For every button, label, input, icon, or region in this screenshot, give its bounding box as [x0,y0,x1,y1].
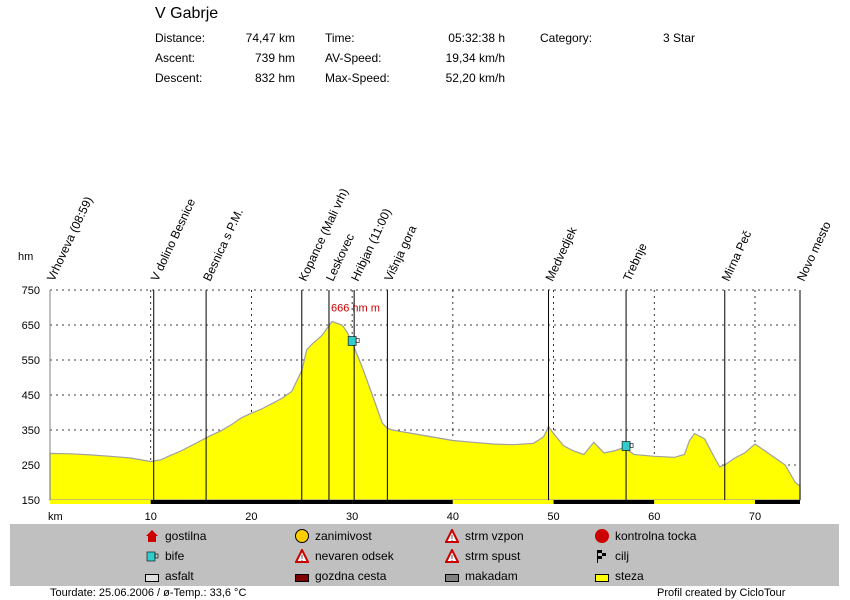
legend-label: strm vzpon [465,529,524,543]
time-value: 05:32:38 h [448,31,505,45]
time-label: Time: [325,31,355,45]
legend-label: steza [615,569,644,583]
surface-segment [553,500,655,504]
category-label: Category: [540,31,593,45]
y-tick-label: 650 [22,320,40,332]
distance-label: Distance: [155,31,206,45]
av-speed-label: AV-Speed: [325,51,382,65]
peak-annotation: 666 hm m [331,303,380,315]
y-axis-label: hm [18,251,33,263]
x-tick-label: 40 [447,511,459,523]
legend-label: zanimivost [315,529,372,543]
surface-segment [452,500,554,504]
legend-label: bife [165,549,185,563]
svg-text:!: ! [301,554,303,563]
waypoint-label: Višnja gora [381,223,419,283]
x-tick-label: 70 [749,511,761,523]
house-icon [145,529,159,543]
waypoint-label: Trebnje [620,241,650,284]
smiley-icon [295,529,309,543]
svg-text:!: ! [451,534,453,543]
elevation-area [49,320,801,501]
surface-segment [150,500,353,504]
y-tick-label: 750 [22,285,40,297]
warning-icon: ! [294,547,310,563]
legend-label: asfalt [165,569,194,583]
footer-tour-info: Tourdate: 25.06.2006 / ø-Temp.: 33,6 °C [50,587,247,599]
surface-asphalt-icon [145,574,159,582]
surface-gravel-icon [445,574,459,582]
max-speed-label: Max-Speed: [325,71,390,85]
legend-panel: gostilna bife asfalt zanimivost! nevaren ods… [10,524,839,586]
waypoint-label: Medvedjek [543,224,581,283]
av-speed-value: 19,34 km/h [445,51,505,65]
category-value: 3 Star [662,31,695,45]
x-tick-label: 60 [648,511,660,523]
y-tick-label: 250 [22,460,40,472]
ascent-label: Ascent: [155,51,196,65]
surface-trail-icon [595,574,609,582]
cup-icon [145,549,159,563]
steep-down-icon: ! [444,547,460,563]
descent-label: Descent: [155,71,203,85]
footer-credit: Profil created by CicloTour [657,587,786,599]
surface-segment [654,500,755,504]
steep-up-icon: ! [444,527,460,543]
x-tick-label: 50 [547,511,559,523]
bife-icon [621,441,634,451]
legend-label: cilj [615,549,629,563]
waypoint-label: Vrhoveva (08:59) [44,194,95,283]
x-tick-label: 10 [145,511,157,523]
surface-segment [754,500,800,504]
y-tick-label: 350 [22,425,40,437]
y-tick-label: 150 [22,495,40,507]
legend-label: gozdna cesta [315,569,387,583]
surface-forest-icon [295,574,309,582]
x-tick-label: 20 [245,511,257,523]
legend-label: strm spust [465,549,521,563]
x-tick-label: 30 [346,511,358,523]
waypoint-label: Novo mesto [794,219,834,283]
x-axis-label: km [48,511,63,523]
legend-label: makadam [465,569,518,583]
ascent-value: 739 hm [254,51,295,65]
y-tick-label: 550 [22,355,40,367]
bife-icon [347,336,360,346]
legend-label: kontrolna tocka [615,529,697,543]
y-tick-label: 450 [22,390,40,402]
distance-value: 74,47 km [245,31,295,45]
stop-sign-icon [595,529,609,543]
max-speed-value: 52,20 km/h [445,71,505,85]
elevation-profile-chart: Vrhoveva (08:59) V dolino Besnice Besnica … [18,186,834,523]
waypoint-label: Besnica s P.M. [200,206,246,283]
waypoint-label: Mirna Peč [719,228,755,283]
tour-title: V Gabrje [155,5,219,22]
legend-label: gostilna [165,529,207,543]
waypoint-label: V dolino Besnice [148,196,199,283]
descent-value: 832 hm [254,71,295,85]
legend-label: nevaren odsek [315,549,394,563]
svg-text:!: ! [451,554,453,563]
surface-segment [352,500,453,504]
finish-flag-icon [595,549,609,563]
surface-segment [50,500,151,504]
